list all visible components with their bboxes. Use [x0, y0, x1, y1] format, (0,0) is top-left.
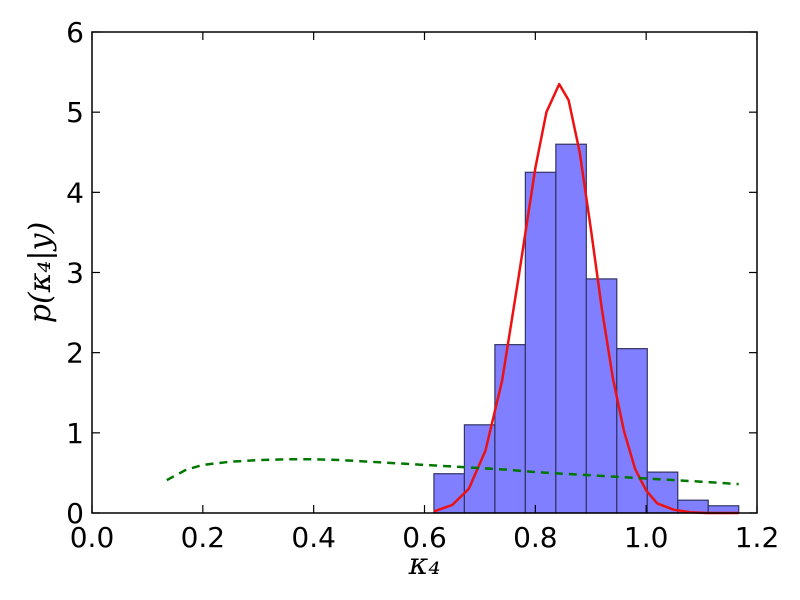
x-tick-label: 1.0: [624, 521, 669, 554]
y-tick-label: 5: [66, 96, 84, 129]
x-tick-label: 0.6: [402, 521, 447, 554]
posterior-curve: [433, 82, 739, 515]
y-tick-label: 1: [66, 417, 84, 450]
histogram-bar-7: [616, 348, 648, 514]
x-tick-labels: 0.0 0.2 0.4 0.6 0.8 1.0 1.2: [70, 521, 780, 554]
axes-frame: [91, 31, 758, 514]
x-tick-label: 0.4: [291, 521, 336, 554]
x-tick-label: 1.2: [735, 521, 780, 554]
x-tick-label: 0.2: [181, 521, 226, 554]
y-tick-label: 0: [66, 497, 84, 530]
density-curves: [166, 82, 739, 515]
y-tick-label: 4: [66, 176, 84, 209]
y-tick-labels: 0 1 2 3 4 5 6: [66, 16, 84, 530]
histogram-bar-3: [494, 344, 526, 514]
x-tick-label: 0.8: [513, 521, 558, 554]
histogram-bar-6: [585, 278, 618, 514]
y-axis-label: p(κ₄|y): [23, 222, 58, 323]
histogram-bar-8: [646, 471, 679, 514]
prior-curve: [166, 458, 739, 486]
y-tick-label: 3: [66, 257, 84, 290]
x-axis-label: κ₄: [408, 547, 441, 582]
y-tick-label: 6: [66, 16, 84, 49]
histogram-bar-4: [524, 171, 557, 514]
histogram-bars: [433, 143, 740, 514]
y-tick-label: 2: [66, 337, 84, 370]
axis-ticks: [91, 31, 758, 514]
histogram-bar-5: [555, 143, 587, 514]
x-tick-label: 0.0: [70, 521, 115, 554]
